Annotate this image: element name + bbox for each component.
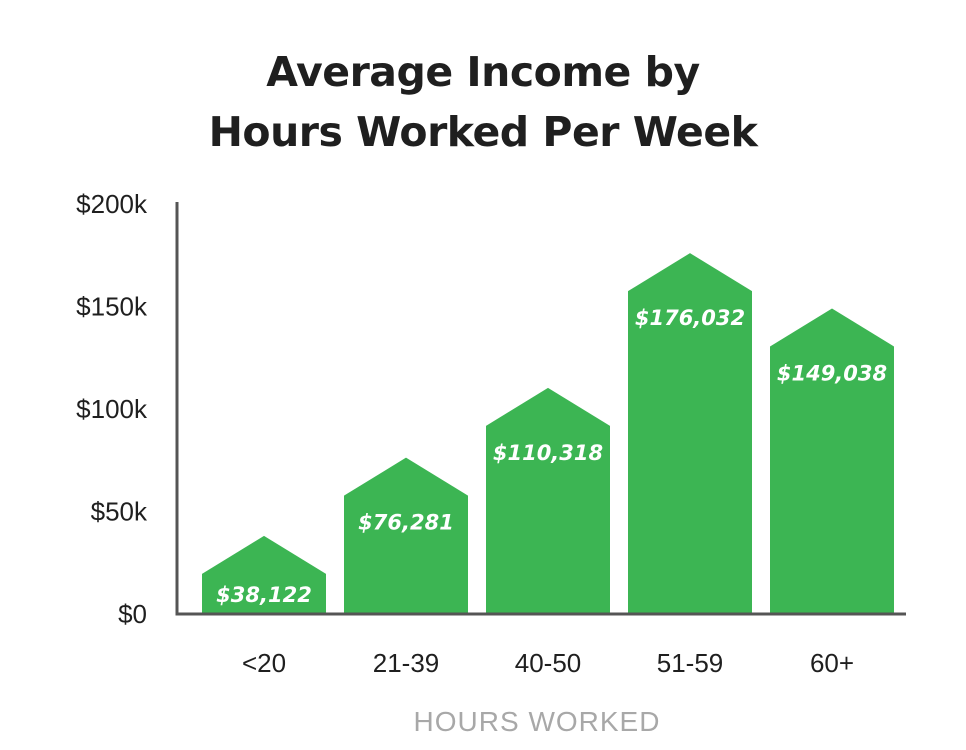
bar <box>202 535 326 614</box>
y-tick-label: $100k <box>76 394 148 424</box>
x-category-label: 21-39 <box>373 648 440 678</box>
x-category-label: <20 <box>242 648 286 678</box>
y-tick-label: $150k <box>76 292 148 322</box>
y-tick-label: $50k <box>91 497 148 527</box>
y-tick-label: $200k <box>76 189 148 219</box>
x-category-label: 51-59 <box>657 648 724 678</box>
bars-group: $38,122 $76,281 $110,318 $176,032 $149,038 <box>202 253 894 614</box>
chart-title: Average Income by Hours Worked Per Week <box>0 42 966 162</box>
bar-value-label: $110,318 <box>493 441 603 465</box>
bar <box>486 387 610 614</box>
bar-value-label: $149,038 <box>777 361 887 385</box>
x-axis-categories: <20 21-39 40-50 51-59 60+ <box>242 648 854 678</box>
bar-value-label: $76,281 <box>358 511 454 535</box>
bar-value-label: $38,122 <box>216 583 312 607</box>
chart-title-line-1: Average Income by <box>266 48 700 96</box>
bar <box>628 253 752 614</box>
bar-value-label: $176,032 <box>635 306 745 330</box>
x-category-label: 40-50 <box>515 648 582 678</box>
x-category-label: 60+ <box>810 648 854 678</box>
chart-title-line-2: Hours Worked Per Week <box>208 108 758 156</box>
bar <box>770 308 894 614</box>
bar <box>344 457 468 614</box>
y-tick-label: $0 <box>118 599 147 629</box>
x-axis-label: HOURS WORKED <box>414 706 661 737</box>
y-axis-ticks: $0 $50k $100k $150k $200k <box>76 189 148 629</box>
